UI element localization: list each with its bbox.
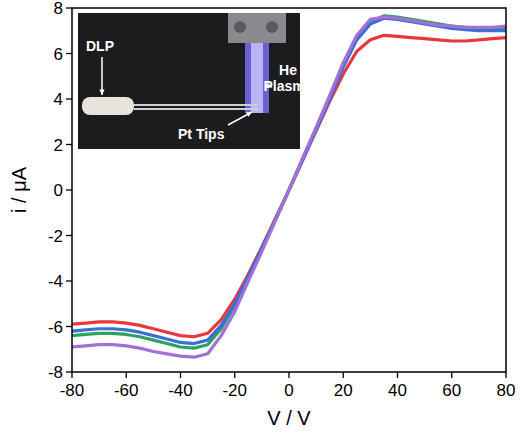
y-tick xyxy=(66,371,72,372)
annotation: Pt Tips xyxy=(178,126,225,142)
y-tick-label: -8 xyxy=(48,363,63,382)
annotation-line: Plasma xyxy=(263,78,312,94)
x-tick-label: -60 xyxy=(114,381,139,400)
x-tick xyxy=(451,372,452,378)
inset-screw xyxy=(234,21,246,33)
y-tick-label: 6 xyxy=(54,45,63,64)
y-tick-label: 8 xyxy=(54,0,63,18)
inset-nozzle xyxy=(228,13,286,43)
y-tick-label: -2 xyxy=(48,227,63,246)
x-tick-label: -20 xyxy=(222,381,247,400)
y-tick xyxy=(66,280,72,281)
x-tick-label: 80 xyxy=(497,381,516,400)
inset-photo: DLP HePlasma Pt Tips xyxy=(78,13,313,149)
inset-probe xyxy=(82,97,134,115)
chart: -80-60-40-20020406080-8-6-4-202468V / Vi… xyxy=(0,0,526,435)
x-tick xyxy=(397,372,398,378)
x-tick xyxy=(288,372,289,378)
annotation-line: Pt Tips xyxy=(178,126,225,142)
series-line xyxy=(72,16,506,348)
x-tick-label: 40 xyxy=(388,381,407,400)
y-tick xyxy=(66,235,72,236)
x-tick xyxy=(505,372,506,378)
x-tick-label: -40 xyxy=(168,381,193,400)
annotation-line: He xyxy=(279,62,297,78)
y-tick xyxy=(66,326,72,327)
y-tick-label: -4 xyxy=(48,272,63,291)
plot-area xyxy=(72,16,506,357)
x-axis-title: V / V xyxy=(267,407,311,429)
annotation-line: DLP xyxy=(86,38,114,54)
y-tick-label: 0 xyxy=(54,181,63,200)
inset-arrowhead xyxy=(246,112,252,117)
inset-plasma-core xyxy=(251,43,263,113)
y-tick xyxy=(66,189,72,190)
inset-screw xyxy=(266,21,278,33)
series-line xyxy=(72,17,506,357)
y-tick xyxy=(66,7,72,8)
y-tick xyxy=(66,98,72,99)
y-axis-title: i / μA xyxy=(8,166,30,213)
inset-arrow xyxy=(228,112,252,125)
x-tick-label: 20 xyxy=(334,381,353,400)
y-tick xyxy=(66,53,72,54)
x-tick xyxy=(126,372,127,378)
x-tick xyxy=(343,372,344,378)
inset-arrowhead xyxy=(99,90,104,95)
x-tick xyxy=(180,372,181,378)
y-tick-label: 2 xyxy=(54,136,63,155)
inset-wire xyxy=(134,108,258,110)
inset-arrow xyxy=(101,57,103,95)
x-tick-label: 0 xyxy=(284,381,293,400)
series-line xyxy=(72,18,506,343)
annotation: HePlasma xyxy=(263,62,312,94)
plot-frame xyxy=(72,8,506,372)
inset-arrowhead xyxy=(266,83,272,88)
y-tick-label: -6 xyxy=(48,318,63,337)
x-tick-label: 60 xyxy=(442,381,461,400)
x-tick-label: -80 xyxy=(60,381,85,400)
annotation: DLP xyxy=(86,38,114,54)
x-tick xyxy=(71,372,72,378)
x-tick xyxy=(234,372,235,378)
y-tick-label: 4 xyxy=(54,90,63,109)
inset-wire xyxy=(134,104,258,106)
y-tick xyxy=(66,144,72,145)
